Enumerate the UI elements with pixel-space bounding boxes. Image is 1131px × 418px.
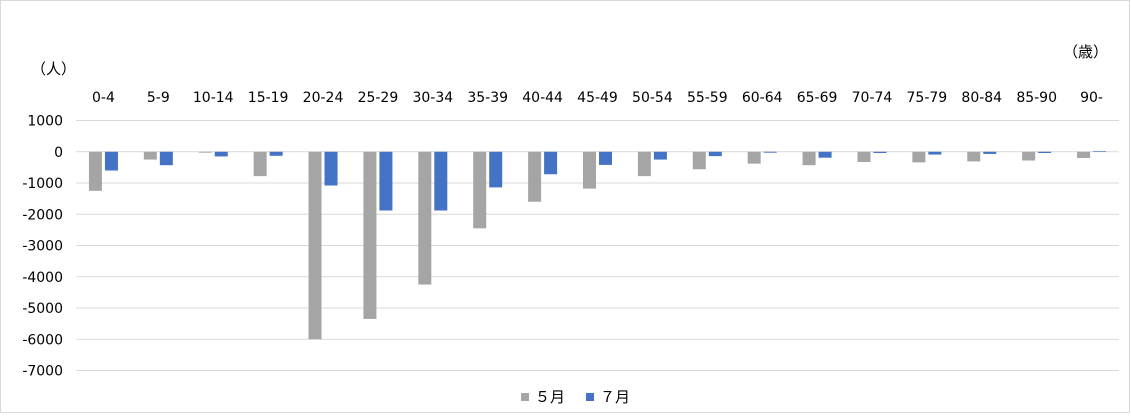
x-axis-unit-label: （歳） [1063, 43, 1108, 61]
y-tick-label: -6000 [22, 332, 63, 348]
x-tick-label: 85-90 [1016, 90, 1057, 106]
x-tick-label: 20-24 [303, 90, 344, 106]
y-axis-unit-label: （人） [31, 60, 76, 78]
y-tick-label: 1000 [27, 114, 63, 130]
x-tick-label: 60-64 [742, 90, 783, 106]
y-tick-label: 0 [54, 145, 63, 161]
bar-series-2 [1093, 151, 1107, 152]
y-tick-label: -7000 [22, 364, 63, 380]
bar-series-2 [818, 151, 832, 158]
bar-series-1 [198, 151, 212, 153]
x-tick-label: 90- [1080, 90, 1103, 106]
x-tick-label: 35-39 [467, 90, 508, 106]
bar-series-2 [983, 151, 997, 154]
y-tick-label: -1000 [22, 176, 63, 192]
bar-series-1 [967, 151, 981, 162]
x-tick-label: 15-19 [248, 90, 289, 106]
bar-series-2 [104, 151, 118, 171]
gridlines [76, 120, 1119, 371]
bar-series-2 [708, 151, 722, 157]
x-tick-label: 30-34 [412, 90, 453, 106]
bar-series-2 [1038, 151, 1052, 153]
x-tick-label: 45-49 [577, 90, 618, 106]
x-tick-label: 40-44 [522, 90, 563, 106]
bar-series-2 [489, 151, 503, 188]
bar-series-1 [747, 151, 761, 164]
x-tick-labels: 0-4 5-9 10-14 15-19 20-24 25-29 30-34 35-39 40-4… [92, 90, 1103, 106]
bar-series-1 [857, 151, 871, 163]
bar-series-1 [1022, 151, 1036, 161]
y-tick-label: -5000 [22, 301, 63, 317]
legend-label-series-2: ７月 [600, 388, 630, 406]
x-tick-label: 65-69 [797, 90, 838, 106]
bar-series-1 [528, 151, 542, 202]
bar-series-1 [363, 151, 377, 319]
bar-series-1 [418, 151, 432, 285]
x-tick-label: 75-79 [907, 90, 948, 106]
x-tick-label: 80-84 [961, 90, 1002, 106]
y-tick-label: -3000 [22, 239, 63, 255]
x-tick-label: 5-9 [147, 90, 170, 106]
bar-series-2 [653, 151, 667, 160]
legend: ５月 ７月 [521, 388, 630, 406]
bar-series-2 [544, 151, 558, 175]
bars [88, 151, 1107, 340]
bar-series-1 [637, 151, 651, 177]
x-tick-label: 0-4 [92, 90, 115, 106]
legend-swatch-series-2 [586, 393, 594, 401]
y-tick-label: -2000 [22, 207, 63, 223]
bar-series-1 [912, 151, 926, 163]
bar-series-1 [802, 151, 816, 166]
bar-series-1 [88, 151, 102, 191]
y-tick-labels: 1000 0 -1000 -2000 -3000 -4000 -5000 -6000 -7000 [22, 114, 63, 380]
x-tick-label: 25-29 [358, 90, 399, 106]
bar-series-1 [253, 151, 267, 177]
bar-series-2 [159, 151, 173, 166]
bar-series-2 [269, 151, 283, 156]
bar-series-2 [324, 151, 338, 186]
bar-series-2 [928, 151, 942, 155]
bar-series-2 [873, 151, 887, 153]
bar-series-1 [473, 151, 487, 229]
x-tick-label: 10-14 [193, 90, 234, 106]
x-tick-label: 55-59 [687, 90, 728, 106]
bar-series-2 [763, 151, 777, 153]
bar-series-2 [434, 151, 448, 211]
x-tick-label: 50-54 [632, 90, 673, 106]
x-tick-label: 70-74 [852, 90, 893, 106]
bar-series-1 [1077, 151, 1091, 158]
legend-label-series-1: ５月 [535, 388, 565, 406]
bar-series-2 [379, 151, 393, 211]
bar-series-1 [143, 151, 157, 160]
bar-series-2 [599, 151, 612, 165]
bar-series-1 [308, 151, 322, 340]
bar-series-2 [214, 151, 228, 157]
legend-swatch-series-1 [521, 393, 529, 401]
bar-series-1 [583, 151, 596, 189]
y-tick-label: -4000 [22, 270, 63, 286]
bar-series-1 [692, 151, 706, 170]
